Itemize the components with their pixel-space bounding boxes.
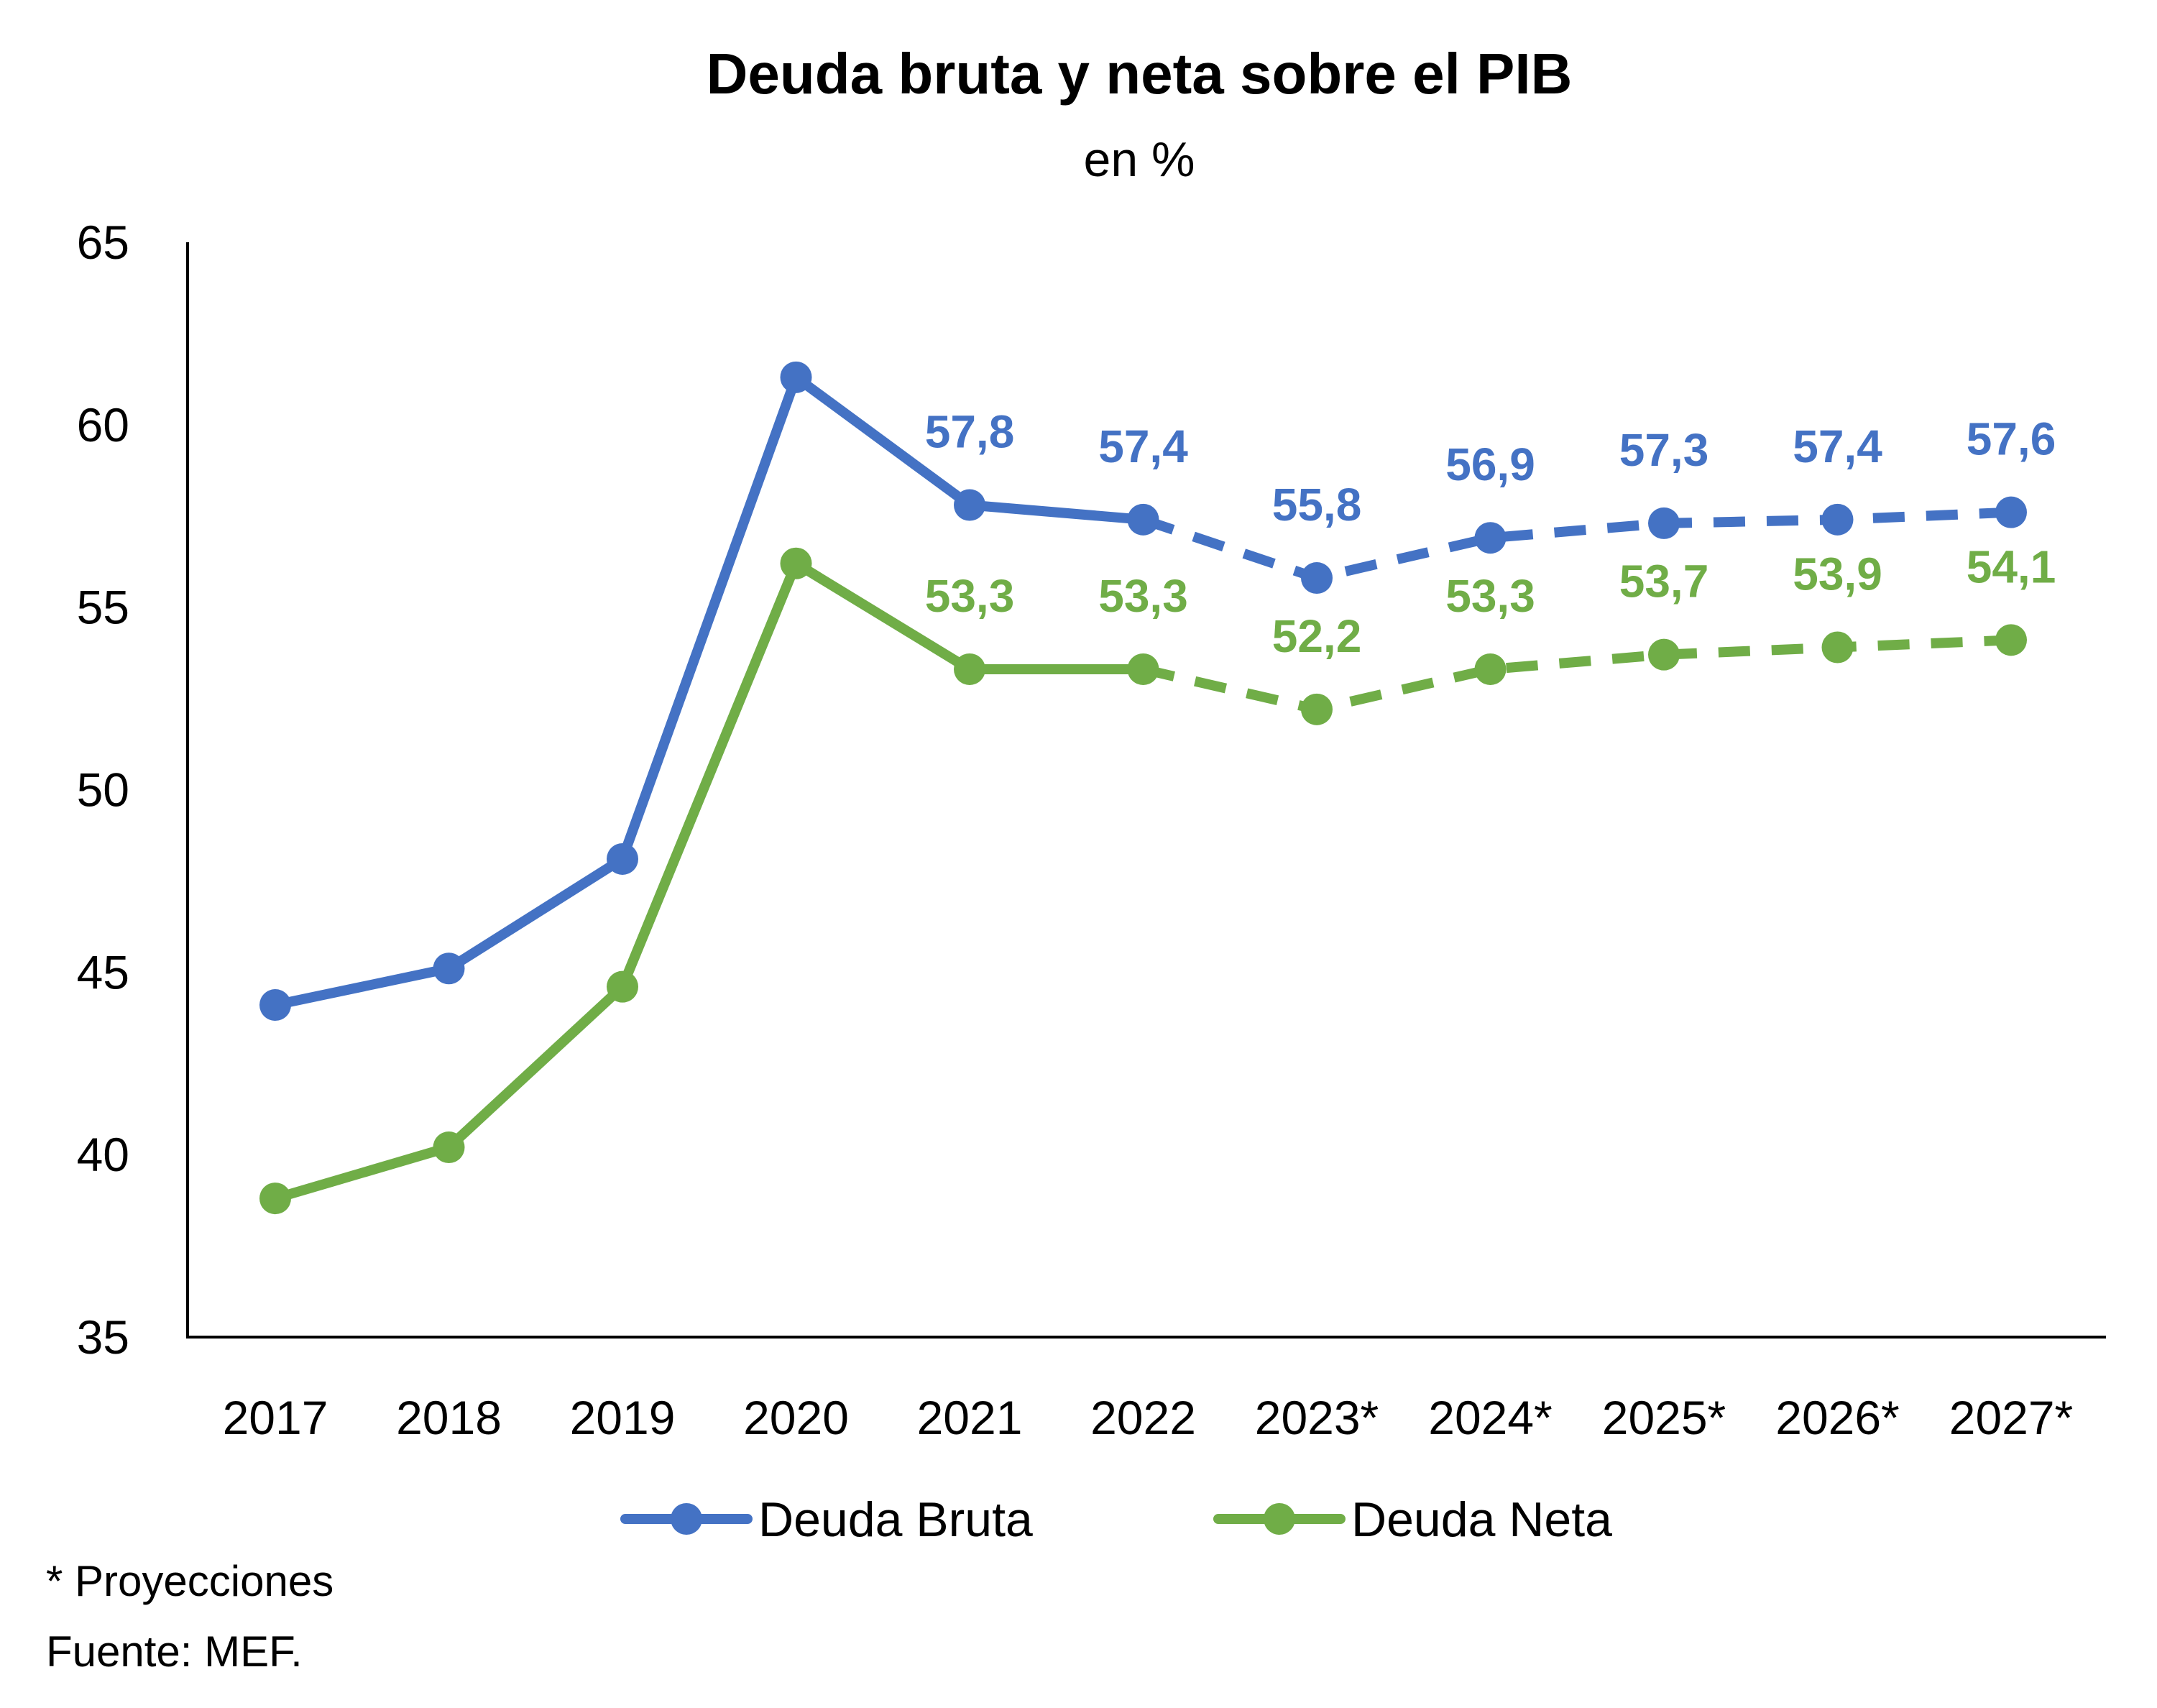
legend-label-deuda-bruta: Deuda Bruta	[758, 1492, 1033, 1547]
x-tick-label: 2017	[223, 1391, 328, 1444]
legend-item-deuda-bruta: Deuda Bruta	[620, 1492, 1033, 1547]
data-label-deuda-neta: 53,3	[1445, 570, 1535, 622]
data-label-deuda-neta: 53,3	[1098, 570, 1188, 622]
y-tick-label: 40	[77, 1128, 129, 1181]
x-tick-label: 2024*	[1428, 1391, 1553, 1444]
y-tick-label: 60	[77, 398, 129, 451]
data-point-deuda-neta	[1995, 624, 2027, 656]
data-label-deuda-bruta: 55,8	[1272, 479, 1362, 531]
y-tick-label: 55	[77, 581, 129, 634]
x-tick-label: 2021	[917, 1391, 1023, 1444]
y-tick-label: 35	[77, 1310, 129, 1364]
series-line-deuda-bruta-actual	[270, 372, 1149, 1011]
data-point-deuda-bruta	[1648, 507, 1680, 539]
legend: Deuda Bruta Deuda Neta	[620, 1492, 1612, 1547]
data-point-deuda-bruta	[780, 361, 812, 393]
data-label-deuda-neta: 54,1	[1967, 541, 2056, 592]
x-tick-label: 2025*	[1602, 1391, 1726, 1444]
x-tick-label: 2027*	[1949, 1391, 2074, 1444]
data-point-deuda-neta	[954, 653, 985, 685]
data-label-deuda-bruta: 56,9	[1445, 439, 1535, 490]
data-label-deuda-bruta: 57,3	[1619, 424, 1709, 476]
data-label-deuda-neta: 53,7	[1619, 556, 1709, 607]
x-tick-label: 2018	[396, 1391, 502, 1444]
data-point-deuda-neta	[1127, 653, 1159, 685]
x-tick-label: 2023*	[1255, 1391, 1379, 1444]
x-tick-label: 2026*	[1775, 1391, 1900, 1444]
y-tick-label: 50	[77, 763, 129, 817]
data-point-deuda-neta	[607, 970, 638, 1003]
data-labels-layer: 57,8 57,4 55,8 56,9 57,3 57,4 57,6 53,3 53,3 52,2…	[925, 406, 2056, 662]
data-point-deuda-bruta	[954, 489, 985, 521]
data-point-deuda-neta	[1648, 638, 1680, 671]
data-point-deuda-neta	[433, 1131, 465, 1164]
projection-footnote: * Proyecciones	[46, 1557, 334, 1605]
source-footnote: Fuente: MEF.	[46, 1627, 303, 1676]
series-line-deuda-neta-projection	[1141, 635, 2012, 715]
y-axis-ticks: 35 40 45 50 55 60 65	[77, 216, 129, 1364]
y-tick-label: 65	[77, 216, 129, 269]
data-point-deuda-neta	[1301, 693, 1333, 725]
data-label-deuda-bruta: 57,6	[1967, 413, 2056, 465]
data-point-deuda-bruta	[259, 989, 291, 1021]
data-point-deuda-bruta	[1995, 496, 2027, 528]
legend-marker-deuda-neta	[1264, 1503, 1295, 1535]
data-point-deuda-bruta	[1301, 562, 1333, 594]
x-tick-label: 2020	[743, 1391, 849, 1444]
x-tick-label: 2019	[570, 1391, 676, 1444]
series-layer	[259, 361, 2027, 1215]
data-point-deuda-neta	[1821, 631, 1854, 664]
series-line-deuda-neta-actual	[270, 558, 1149, 1204]
chart-title: Deuda bruta y neta sobre el PIB	[707, 42, 1573, 106]
data-label-deuda-neta: 53,3	[925, 570, 1015, 622]
data-label-deuda-bruta: 57,4	[1098, 421, 1188, 472]
data-point-deuda-neta	[259, 1183, 291, 1215]
x-tick-label: 2022	[1090, 1391, 1196, 1444]
data-point-deuda-bruta	[1127, 503, 1159, 536]
data-point-deuda-bruta	[607, 842, 638, 875]
legend-label-deuda-neta: Deuda Neta	[1351, 1492, 1612, 1547]
data-label-deuda-bruta: 57,8	[925, 406, 1015, 458]
data-point-deuda-bruta	[433, 952, 465, 985]
x-axis-ticks: 2017 2018 2019 2020 2021 2022 2023* 2024* 2025* 2…	[223, 1391, 2074, 1444]
data-point-deuda-bruta	[1474, 522, 1507, 554]
legend-marker-deuda-bruta	[671, 1503, 702, 1535]
chart-subtitle: en %	[1084, 132, 1195, 187]
legend-item-deuda-neta: Deuda Neta	[1213, 1492, 1612, 1547]
series-line-deuda-bruta-projection	[1141, 507, 2012, 584]
data-point-deuda-neta	[1474, 653, 1507, 685]
data-label-deuda-neta: 53,9	[1793, 548, 1882, 600]
data-point-deuda-bruta	[1821, 503, 1854, 536]
data-label-deuda-bruta: 57,4	[1793, 421, 1882, 472]
data-label-deuda-neta: 52,2	[1272, 610, 1362, 662]
y-tick-label: 45	[77, 945, 129, 998]
data-point-deuda-neta	[780, 547, 812, 579]
